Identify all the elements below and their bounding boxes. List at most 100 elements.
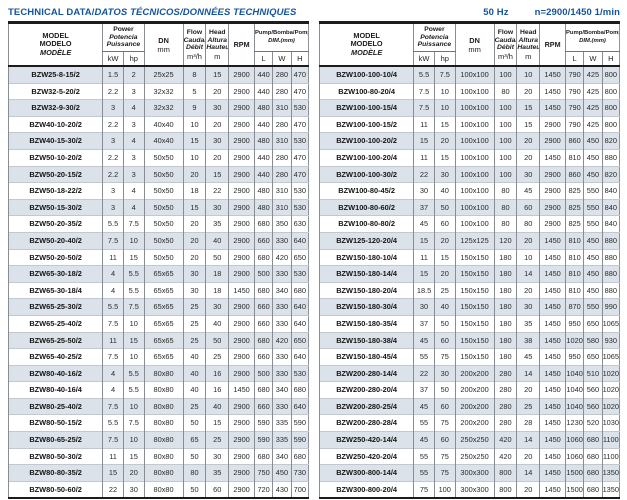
dim-h-cell: 800 — [601, 66, 620, 84]
dim-w-cell: 550 — [583, 298, 603, 316]
dim-h-cell: 640 — [290, 348, 309, 366]
dim-h-cell: 640 — [290, 397, 309, 415]
hp-cell: 7.5 — [122, 414, 145, 432]
table-row: BZW100-80-20/4 7.5 10 100x100 80 20 1450 790 425… — [318, 82, 620, 100]
hp-cell: 15 — [122, 331, 145, 349]
dim-h-cell: 680 — [290, 381, 309, 399]
dn-cell: 100x100 — [454, 82, 495, 100]
model-cell: BZW50-20-40/2 — [7, 231, 103, 250]
rpm-cell: 2900 — [228, 480, 255, 499]
dim-l-cell: 1040 — [564, 397, 584, 415]
head-cell: 14 — [516, 364, 540, 382]
rpm-cell: 2900 — [228, 397, 255, 415]
dim-h-cell: 650 — [290, 331, 309, 349]
dim-l-cell: 950 — [564, 348, 584, 366]
dn-cell: 65x65 — [143, 298, 184, 316]
table-row: BZW40-10-20/2 2.2 3 40x40 10 20 2900 440 280 470 — [7, 115, 309, 133]
dn-cell: 32x32 — [143, 99, 184, 117]
dn-cell: 80x80 — [143, 397, 184, 415]
dim-l-cell: 680 — [253, 215, 273, 233]
model-cell: BZW50-20-15/2 — [7, 165, 103, 183]
dim-w-cell: 340 — [272, 447, 292, 465]
dim-w-cell: 330 — [272, 231, 292, 250]
head-cell: 20 — [516, 231, 540, 250]
model-cell: BZW150-180-38/4 — [318, 331, 414, 349]
dn-cell: 125x125 — [454, 231, 495, 250]
dim-h-cell: 1030 — [601, 414, 620, 432]
model-cell: BZW40-10-20/2 — [7, 115, 103, 133]
kw-cell: 30 — [413, 182, 435, 200]
hp-cell: 5.5 — [122, 381, 145, 399]
speed-label: n=2900/1450 1/min — [534, 7, 620, 18]
kw-cell: 45 — [413, 331, 435, 349]
header-pump-dim-line2: DIM.(mm) — [268, 37, 295, 44]
head-cell: 18 — [205, 281, 229, 299]
dim-h-cell: 880 — [601, 248, 620, 266]
model-cell: BZW200-280-28/4 — [318, 414, 414, 432]
model-cell: BZW65-30-18/4 — [7, 281, 103, 299]
header-pump-dim-line1: Pump/Bomba/Pompe — [565, 30, 620, 37]
tables-container: MODEL MODELO MODÈLE Power Potencia Puiss… — [7, 21, 620, 500]
dim-w-cell: 340 — [272, 381, 292, 399]
dim-w-cell: 450 — [583, 265, 603, 283]
kw-cell: 15 — [413, 132, 435, 150]
kw-cell: 11 — [102, 248, 124, 266]
rpm-cell: 2900 — [539, 132, 566, 150]
header-model-es: MODELO — [350, 39, 383, 49]
dim-h-cell: 1100 — [601, 447, 620, 465]
rpm-cell: 2900 — [228, 82, 255, 100]
hp-cell: 10 — [433, 82, 456, 100]
flow-cell: 25 — [182, 314, 206, 332]
dim-l-cell: 1040 — [564, 381, 584, 399]
kw-cell: 55 — [413, 464, 435, 482]
model-cell: BZW65-40-25/2 — [7, 348, 103, 366]
hp-cell: 3 — [122, 148, 145, 167]
hp-cell: 5.5 — [122, 364, 145, 382]
table-row: BZW200-280-14/4 22 30 200x200 280 14 1450 1040 5… — [318, 364, 620, 382]
frequency-label: 50 Hz — [483, 7, 509, 18]
model-cell: BZW100-80-60/2 — [318, 198, 414, 216]
hp-cell: 10 — [122, 314, 145, 332]
head-cell: 28 — [516, 414, 540, 432]
dn-cell: 150x150 — [454, 265, 495, 283]
dim-w-cell: 680 — [583, 480, 603, 499]
dim-h-cell: 530 — [290, 364, 309, 382]
dn-cell: 80x80 — [143, 480, 184, 499]
header-head-es: Altura — [518, 36, 539, 44]
flow-cell: 20 — [182, 165, 206, 183]
rpm-cell: 1450 — [539, 381, 566, 399]
dim-h-cell: 840 — [601, 182, 620, 200]
flow-cell: 50 — [182, 414, 206, 432]
page-title: TECHNICAL DATA/DATOS TÉCNICOS/DONNÉES TE… — [8, 7, 296, 18]
dn-cell: 65x65 — [143, 314, 184, 332]
unit-hp: hp — [433, 51, 456, 67]
dim-w-cell: 420 — [272, 331, 292, 349]
unit-h: H — [290, 51, 309, 67]
dn-cell: 250x250 — [454, 447, 495, 465]
dim-w-cell: 425 — [583, 99, 603, 117]
table-body: BZW100-100-10/4 5.5 7.5 100x100 100 10 1450 790… — [318, 66, 620, 499]
head-cell: 14 — [516, 431, 540, 449]
dim-l-cell: 590 — [253, 431, 273, 449]
head-cell: 25 — [205, 348, 229, 366]
flow-cell: 15 — [182, 132, 206, 150]
table-row: BZW50-10-20/2 2.2 3 50x50 10 20 2900 440 280 470 — [7, 148, 309, 167]
rpm-cell: 2900 — [539, 115, 566, 133]
dn-cell: 200x200 — [454, 364, 495, 382]
dim-h-cell: 1350 — [601, 464, 620, 482]
dim-h-cell: 1020 — [601, 397, 620, 415]
head-cell: 40 — [205, 397, 229, 415]
dn-cell: 250x250 — [454, 431, 495, 449]
dim-w-cell: 425 — [583, 82, 603, 100]
kw-cell: 15 — [413, 265, 435, 283]
dim-w-cell: 560 — [583, 397, 603, 415]
dim-w-cell: 450 — [583, 231, 603, 250]
rpm-cell: 2900 — [539, 182, 566, 200]
model-cell: BZW80-40-16/4 — [7, 381, 103, 399]
unit-hp: hp — [122, 51, 145, 67]
model-cell: BZW150-180-14/4 — [318, 265, 414, 283]
dn-cell: 100x100 — [454, 132, 495, 150]
hp-cell: 50 — [433, 314, 456, 332]
kw-cell: 4 — [102, 364, 124, 382]
dim-l-cell: 680 — [253, 331, 273, 349]
